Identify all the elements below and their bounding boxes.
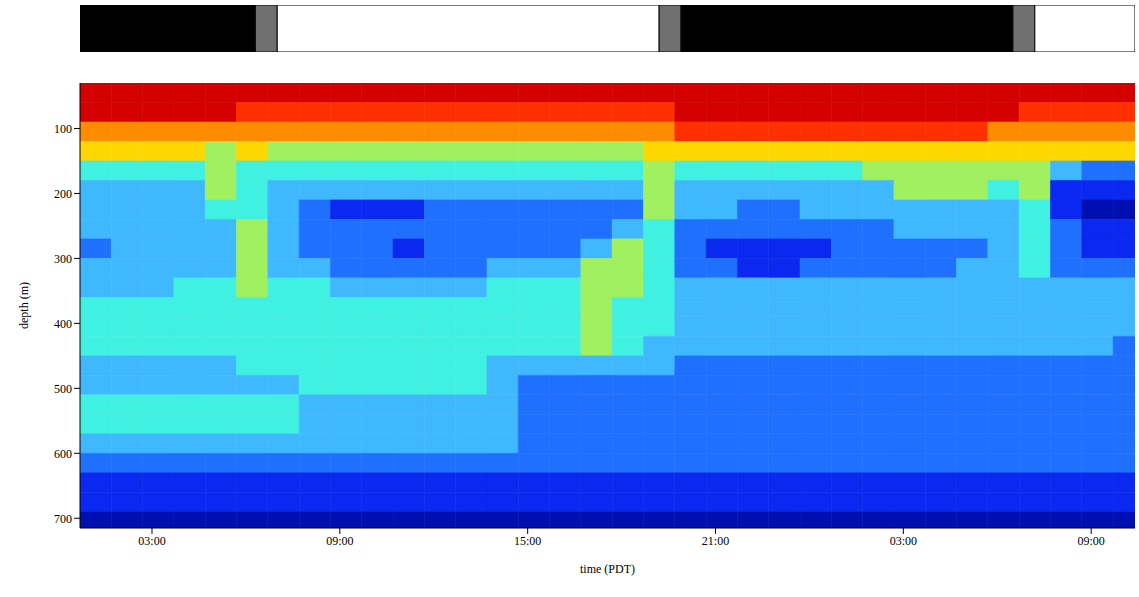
svg-text:21:00: 21:00 bbox=[702, 534, 729, 548]
svg-text:15:00: 15:00 bbox=[514, 534, 541, 548]
svg-text:depth (m): depth (m) bbox=[17, 282, 31, 329]
svg-text:time (PDT): time (PDT) bbox=[580, 562, 635, 576]
svg-text:700: 700 bbox=[54, 512, 72, 526]
svg-text:300: 300 bbox=[54, 252, 72, 266]
svg-text:200: 200 bbox=[54, 187, 72, 201]
svg-text:09:00: 09:00 bbox=[1078, 534, 1105, 548]
svg-text:03:00: 03:00 bbox=[890, 534, 917, 548]
svg-text:400: 400 bbox=[54, 317, 72, 331]
svg-text:03:00: 03:00 bbox=[138, 534, 165, 548]
svg-text:600: 600 bbox=[54, 447, 72, 461]
svg-text:500: 500 bbox=[54, 382, 72, 396]
svg-text:09:00: 09:00 bbox=[326, 534, 353, 548]
svg-text:100: 100 bbox=[54, 122, 72, 136]
